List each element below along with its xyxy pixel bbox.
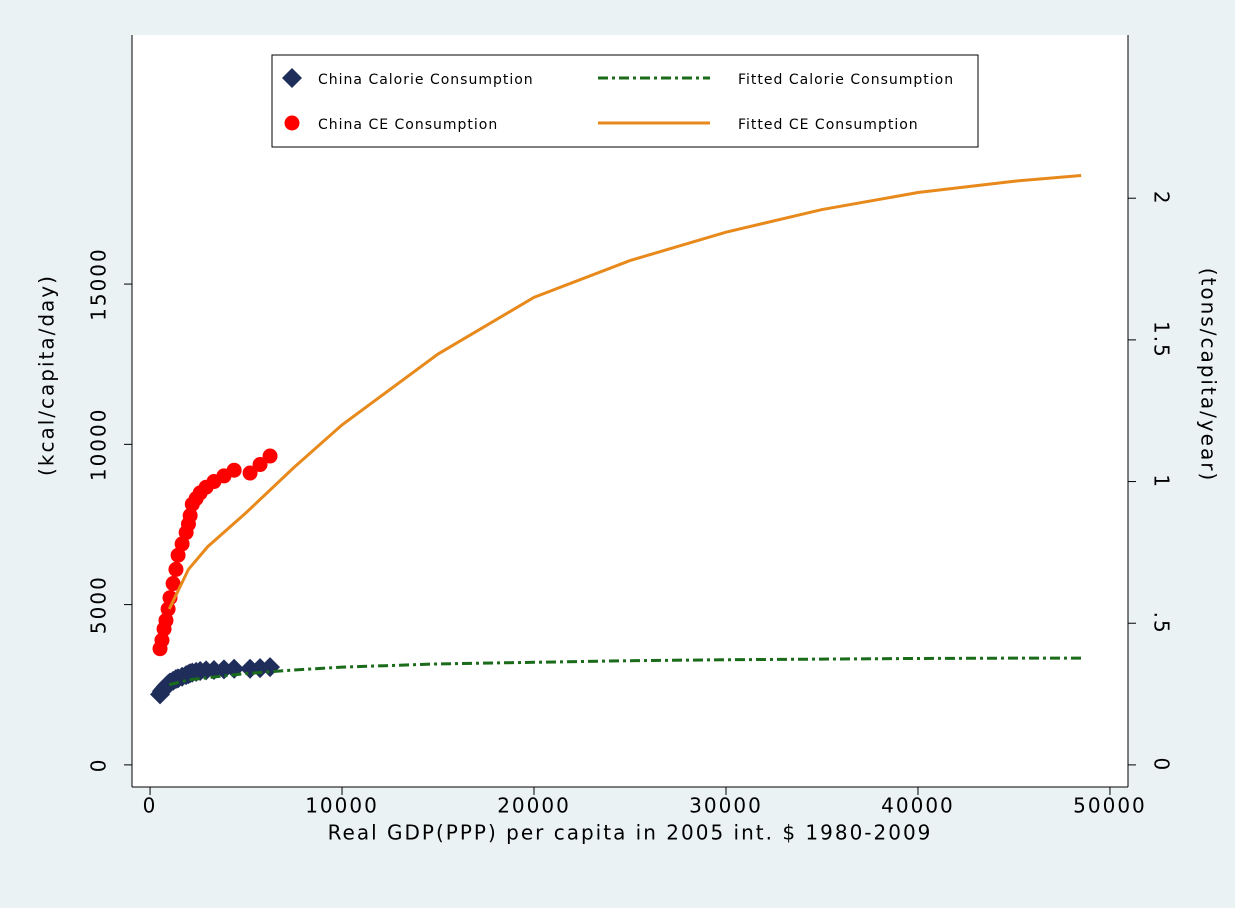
x-axis-label: Real GDP(PPP) per capita in 2005 int. $ … [328, 821, 933, 845]
fitted-line [167, 174, 1082, 610]
y2-tick-label: 1 [1150, 474, 1174, 489]
y-tick-label: 15000 [87, 247, 111, 321]
x-tick-label: 50000 [1073, 794, 1147, 818]
x-tick-label: 30000 [689, 794, 763, 818]
circle-marker [252, 457, 268, 473]
circle-marker [170, 547, 186, 563]
circle-marker [182, 508, 198, 524]
circle-marker [165, 576, 181, 592]
circle-marker [242, 465, 258, 481]
circle-marker [284, 115, 300, 131]
circle-marker [168, 561, 184, 577]
circle-marker [174, 536, 190, 552]
circle-marker [262, 448, 278, 464]
circle-marker [226, 462, 242, 478]
y2-tick-label: 0 [1150, 758, 1174, 773]
diamond-marker [282, 68, 302, 88]
y2-tick-label: .5 [1150, 612, 1174, 635]
circle-marker [158, 612, 174, 628]
x-tick-label: 0 [143, 794, 158, 818]
x-tick-label: 40000 [881, 794, 955, 818]
y-axis-label: (kcal/capita/day) [35, 274, 59, 476]
x-tick-label: 10000 [305, 794, 379, 818]
y-tick-label: 5000 [87, 575, 111, 634]
circle-marker [154, 632, 170, 648]
legend-label: China Calorie Consumption [318, 72, 534, 88]
diamond-marker [240, 658, 261, 679]
y2-tick-label: 2 [1150, 191, 1174, 206]
x-tick-label: 20000 [497, 794, 571, 818]
legend-label: Fitted Calorie Consumption [738, 72, 954, 88]
fitted-line [168, 656, 1082, 687]
legend [271, 54, 979, 148]
legend-label: Fitted CE Consumption [738, 117, 919, 133]
legend-label: China CE Consumption [318, 117, 498, 133]
plot-area [132, 35, 1128, 787]
y2-axis-label: (tons/capita/year) [1197, 268, 1221, 482]
y2-tick-label: 1.5 [1150, 321, 1174, 359]
y-tick-label: 0 [87, 758, 111, 773]
y-tick-label: 10000 [87, 408, 111, 482]
